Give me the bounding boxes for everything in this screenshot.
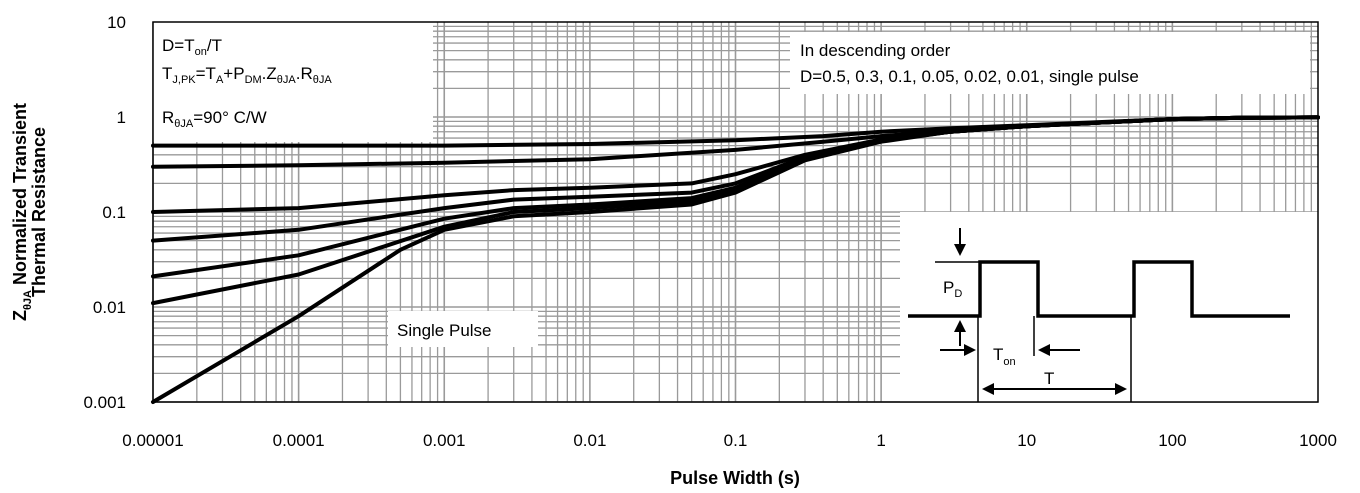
thermal-resistance-value: RθJA=90° C/W (162, 108, 267, 130)
plot-frame (152, 21, 1319, 403)
tick-labels: 0.00001 0.0001 0.001 0.01 0.1 1 10 100 1000 10 1 0.… (83, 13, 1336, 450)
svg-text:ZθJA Normalized Transient: ZθJA Normalized Transient (10, 103, 34, 321)
y-axis-title-line1: Normalized Transient (10, 103, 30, 285)
pd-arrow-top-head (954, 244, 966, 256)
pd-arrow-bottom-head (954, 320, 966, 332)
x-tick-label: 10 (1017, 431, 1036, 450)
period-arrow-left-head (982, 383, 994, 395)
y-tick-label: 10 (107, 13, 126, 32)
x-tick-label: 0.001 (423, 431, 466, 450)
period-arrow-right-head (1115, 383, 1127, 395)
x-tick-label: 1000 (1299, 431, 1337, 450)
x-axis-title: Pulse Width (s) (670, 468, 800, 488)
pulse-waveform (908, 260, 1290, 318)
y-axis-title-line2: Thermal Resistance (29, 127, 49, 297)
pulse-inset-box (900, 212, 1318, 402)
single-pulse-label: Single Pulse (397, 321, 492, 340)
y-tick-label: 0.01 (93, 298, 126, 317)
x-tick-label: 100 (1158, 431, 1186, 450)
duty-definition: D=Ton/T (162, 36, 222, 58)
y-tick-label: 0.1 (102, 203, 126, 222)
order-legend-box (790, 32, 1310, 94)
x-tick-label: 0.0001 (273, 431, 325, 450)
junction-temp-formula: TJ,PK=TA+PDM.ZθJA.RθJA (162, 64, 332, 86)
y-axis-title: ZθJA Normalized Transient Thermal Resist… (10, 103, 49, 321)
formula-box (153, 22, 433, 142)
x-tick-label: 0.01 (573, 431, 606, 450)
y-axis-symbol-sub: θJA (22, 290, 34, 310)
y-tick-label: 0.001 (83, 393, 126, 412)
period-label: T (1044, 369, 1054, 388)
x-tick-label: 1 (876, 431, 885, 450)
ton-label: Ton (993, 345, 1016, 368)
order-note-line1: In descending order (800, 41, 951, 60)
y-tick-label: 1 (117, 108, 126, 127)
x-tick-label: 0.1 (724, 431, 748, 450)
series (151, 115, 1320, 404)
x-tick-label: 0.00001 (122, 431, 183, 450)
series-line-6 (151, 115, 1320, 404)
pulse-waveform-diagram (908, 228, 1290, 402)
order-note-line2: D=0.5, 0.3, 0.1, 0.05, 0.02, 0.01, singl… (800, 67, 1139, 86)
ton-arrow-left-head (964, 344, 976, 356)
ton-arrow-right-head (1038, 344, 1050, 356)
y-axis-symbol: Z (10, 310, 30, 321)
single-pulse-label-box (388, 311, 538, 347)
pd-label: PD (943, 278, 962, 300)
